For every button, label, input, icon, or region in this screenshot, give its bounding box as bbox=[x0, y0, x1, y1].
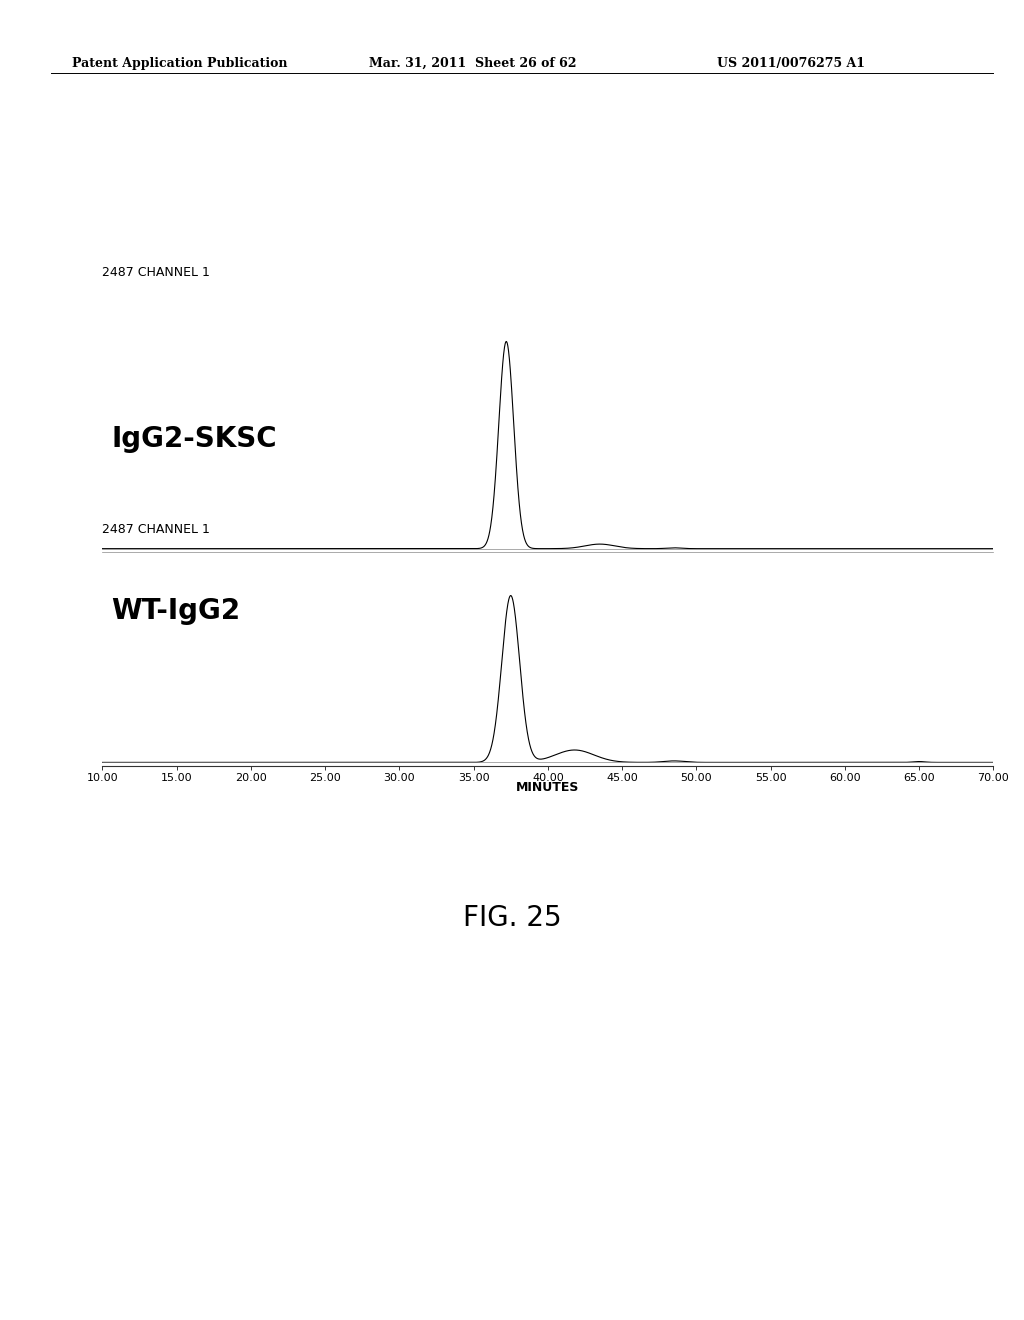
Text: US 2011/0076275 A1: US 2011/0076275 A1 bbox=[717, 57, 865, 70]
Text: Mar. 31, 2011  Sheet 26 of 62: Mar. 31, 2011 Sheet 26 of 62 bbox=[369, 57, 577, 70]
Text: Patent Application Publication: Patent Application Publication bbox=[72, 57, 287, 70]
Text: 2487 CHANNEL 1: 2487 CHANNEL 1 bbox=[102, 523, 210, 536]
Text: FIG. 25: FIG. 25 bbox=[463, 904, 561, 932]
Text: IgG2-SKSC: IgG2-SKSC bbox=[112, 425, 276, 453]
Text: 2487 CHANNEL 1: 2487 CHANNEL 1 bbox=[102, 267, 210, 280]
Text: MINUTES: MINUTES bbox=[516, 781, 580, 795]
Text: WT-IgG2: WT-IgG2 bbox=[112, 597, 241, 626]
